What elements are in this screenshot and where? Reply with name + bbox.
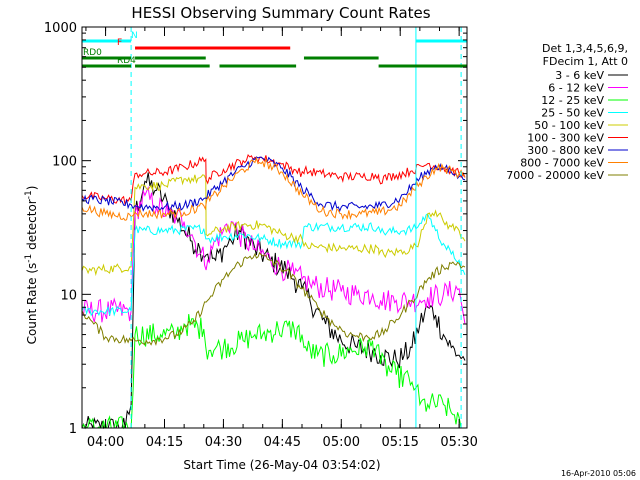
y-tick-label-4: 1000 — [44, 21, 77, 36]
legend-label-2: 6 - 12 keV — [548, 82, 604, 95]
x-tick-label-4: 04:45 — [264, 435, 301, 450]
series-line-2 — [81, 186, 466, 325]
legend-label-5: 50 - 100 keV — [534, 119, 604, 132]
legend-label-1: 3 - 6 keV — [555, 69, 604, 82]
axes-layer: 1 10 100 1000 04:00 04:15 04:30 04:45 05:00 05:15… — [44, 21, 478, 450]
series-line-4 — [81, 213, 466, 317]
x-tick-label-5: 05:00 — [323, 435, 360, 450]
series-line-7 — [81, 156, 466, 213]
y-axis-label-sup2: -1 — [24, 190, 34, 199]
x-tick-label-6: 05:15 — [381, 435, 418, 450]
legend-label-3: 12 - 25 keV — [541, 94, 604, 107]
flag-layer: NF RD0 RD4 — [82, 27, 467, 428]
x-tick-label-2: 04:15 — [146, 435, 183, 450]
data-layer — [81, 154, 466, 430]
legend-header-1: Det 1,3,4,5,6,9, — [542, 42, 628, 55]
series-line-9 — [81, 251, 466, 347]
x-tick-label-1: 04:00 — [87, 435, 124, 450]
legend-header-2: FDecim 1, Att 0 — [543, 55, 628, 68]
legend-label-4: 25 - 50 keV — [541, 107, 604, 120]
legend-label-7: 300 - 800 keV — [527, 144, 604, 157]
x-tick-label-3: 04:30 — [205, 435, 242, 450]
series-line-3 — [81, 314, 462, 430]
plot-frame — [81, 26, 468, 429]
y-axis-label-mid: detector — [25, 199, 39, 254]
series-line-5 — [81, 174, 466, 277]
legend-label-9: 7000 - 20000 keV — [506, 169, 604, 182]
legend-label-8: 800 - 7000 keV — [520, 157, 604, 170]
y-axis-label-end: ) — [25, 186, 39, 191]
x-axis-label: Start Time (26-May-04 03:54:02) — [183, 458, 380, 472]
flag-label-rd4: RD4 — [117, 56, 136, 66]
chart-title: HESSI Observing Summary Count Rates — [131, 4, 430, 22]
timestamp: 16-Apr-2010 05:06 — [561, 469, 636, 478]
y-tick-label-2: 10 — [60, 288, 77, 303]
x-tick-label-7: 05:30 — [440, 435, 477, 450]
series-line-8 — [81, 156, 466, 221]
y-axis-label-main: Count Rate (s — [25, 263, 39, 345]
y-axis-label-sup1: -1 — [24, 254, 34, 263]
legend: Det 1,3,4,5,6,9,FDecim 1, Att 03 - 6 keV… — [506, 42, 628, 182]
flag-label-n: N — [131, 31, 138, 41]
y-tick-label-3: 100 — [52, 155, 77, 170]
flag-label-rd0: RD0 — [83, 48, 102, 58]
flag-label-f: F — [117, 38, 122, 48]
y-axis-label: Count Rate (s-1 detector-1) — [24, 186, 39, 345]
y-tick-label-1: 1 — [69, 422, 77, 437]
series-line-1 — [81, 172, 466, 430]
legend-label-6: 100 - 300 keV — [527, 132, 604, 145]
